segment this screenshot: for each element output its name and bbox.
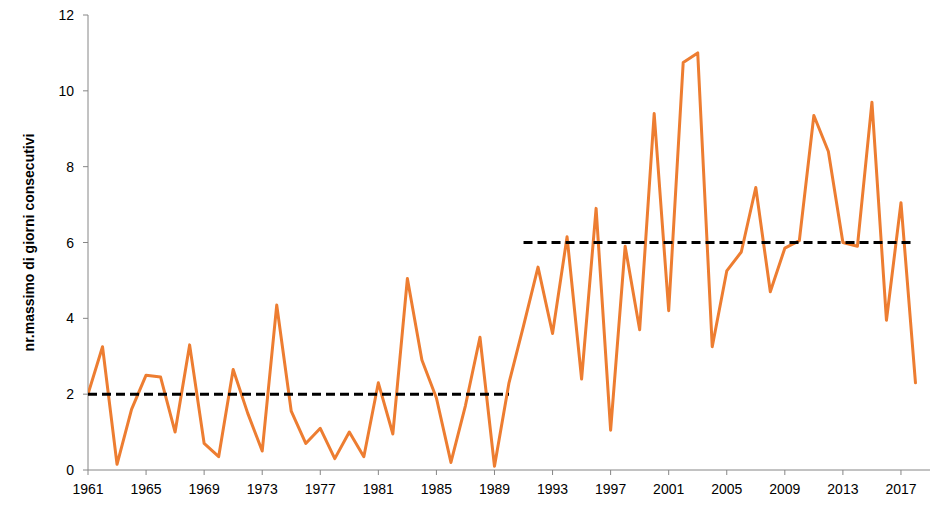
x-tick-label: 2017 <box>885 481 916 497</box>
y-axis-label: nr.massimo di giorni consecutivi <box>21 134 37 352</box>
x-tick-label: 1985 <box>421 481 452 497</box>
x-tick <box>668 470 669 475</box>
x-tick-label: 2009 <box>769 481 800 497</box>
x-tick <box>378 470 379 475</box>
x-tick-label: 1961 <box>72 481 103 497</box>
x-tick <box>494 470 495 475</box>
x-tick-label: 2013 <box>827 481 858 497</box>
x-tick-label: 1993 <box>537 481 568 497</box>
x-tick <box>784 470 785 475</box>
x-tick <box>146 470 147 475</box>
y-tick-label: 4 <box>66 310 74 326</box>
y-tick-label: 6 <box>66 235 74 251</box>
x-tick-label: 2001 <box>653 481 684 497</box>
plot-area <box>88 53 915 466</box>
x-axis-line <box>88 470 930 471</box>
x-tick <box>320 470 321 475</box>
y-tick-label: 12 <box>58 7 74 23</box>
x-tick-label: 1965 <box>130 481 161 497</box>
y-tick-label: 2 <box>66 386 74 402</box>
data-line <box>88 53 915 466</box>
y-tick-label: 0 <box>66 462 74 478</box>
x-tick-label: 2005 <box>711 481 742 497</box>
x-tick <box>436 470 437 475</box>
y-tick <box>83 166 88 167</box>
x-tick <box>262 470 263 475</box>
x-tick <box>842 470 843 475</box>
x-tick <box>88 470 89 475</box>
y-tick <box>83 15 88 16</box>
mean-line <box>88 393 509 396</box>
x-tick-label: 1997 <box>595 481 626 497</box>
y-tick <box>83 470 88 471</box>
x-tick-label: 1973 <box>247 481 278 497</box>
y-tick <box>83 394 88 395</box>
y-tick-label: 8 <box>66 159 74 175</box>
x-tick-label: 1989 <box>479 481 510 497</box>
x-tick <box>726 470 727 475</box>
x-tick-label: 1969 <box>189 481 220 497</box>
x-tick <box>610 470 611 475</box>
y-tick <box>83 318 88 319</box>
y-tick-label: 10 <box>58 83 74 99</box>
x-tick <box>552 470 553 475</box>
x-tick <box>900 470 901 475</box>
x-tick-label: 1981 <box>363 481 394 497</box>
chart: 0 2 4 6 8 10 12 1961 1965 1969 1973 1977 1981 1985 198… <box>0 0 950 529</box>
y-tick <box>83 90 88 91</box>
x-tick <box>204 470 205 475</box>
mean-line <box>524 241 916 244</box>
y-tick <box>83 242 88 243</box>
x-tick-label: 1977 <box>305 481 336 497</box>
